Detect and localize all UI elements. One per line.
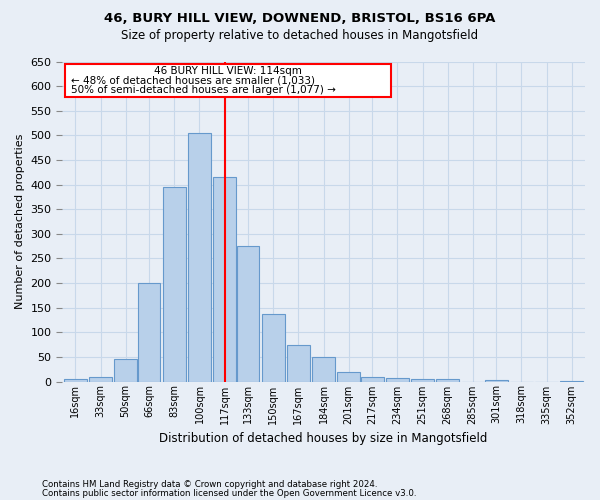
Bar (361, 376, 383, 382)
Bar (485, 380, 508, 382)
Text: Contains public sector information licensed under the Open Government Licence v3: Contains public sector information licen… (42, 488, 416, 498)
Bar (65, 64, 391, 97)
Bar (214, 177, 236, 382)
Text: 46 BURY HILL VIEW: 114sqm: 46 BURY HILL VIEW: 114sqm (154, 66, 302, 76)
Bar (138, 283, 160, 382)
Bar (436, 379, 459, 382)
Text: 50% of semi-detached houses are larger (1,077) →: 50% of semi-detached houses are larger (… (71, 85, 336, 95)
Bar (262, 314, 284, 382)
Bar (560, 380, 583, 382)
Bar (115, 360, 137, 382)
Text: Contains HM Land Registry data © Crown copyright and database right 2024.: Contains HM Land Registry data © Crown c… (42, 480, 377, 489)
Bar (337, 372, 360, 382)
Bar (287, 344, 310, 382)
Text: 46, BURY HILL VIEW, DOWNEND, BRISTOL, BS16 6PA: 46, BURY HILL VIEW, DOWNEND, BRISTOL, BS… (104, 12, 496, 26)
X-axis label: Distribution of detached houses by size in Mangotsfield: Distribution of detached houses by size … (160, 432, 488, 445)
Bar (313, 357, 335, 382)
Bar (386, 378, 409, 382)
Text: ← 48% of detached houses are smaller (1,033): ← 48% of detached houses are smaller (1,… (71, 76, 315, 86)
Bar (188, 133, 211, 382)
Bar (64, 379, 86, 382)
Bar (163, 187, 185, 382)
Bar (411, 379, 434, 382)
Bar (89, 376, 112, 382)
Text: Size of property relative to detached houses in Mangotsfield: Size of property relative to detached ho… (121, 29, 479, 42)
Y-axis label: Number of detached properties: Number of detached properties (15, 134, 25, 309)
Bar (237, 246, 259, 382)
